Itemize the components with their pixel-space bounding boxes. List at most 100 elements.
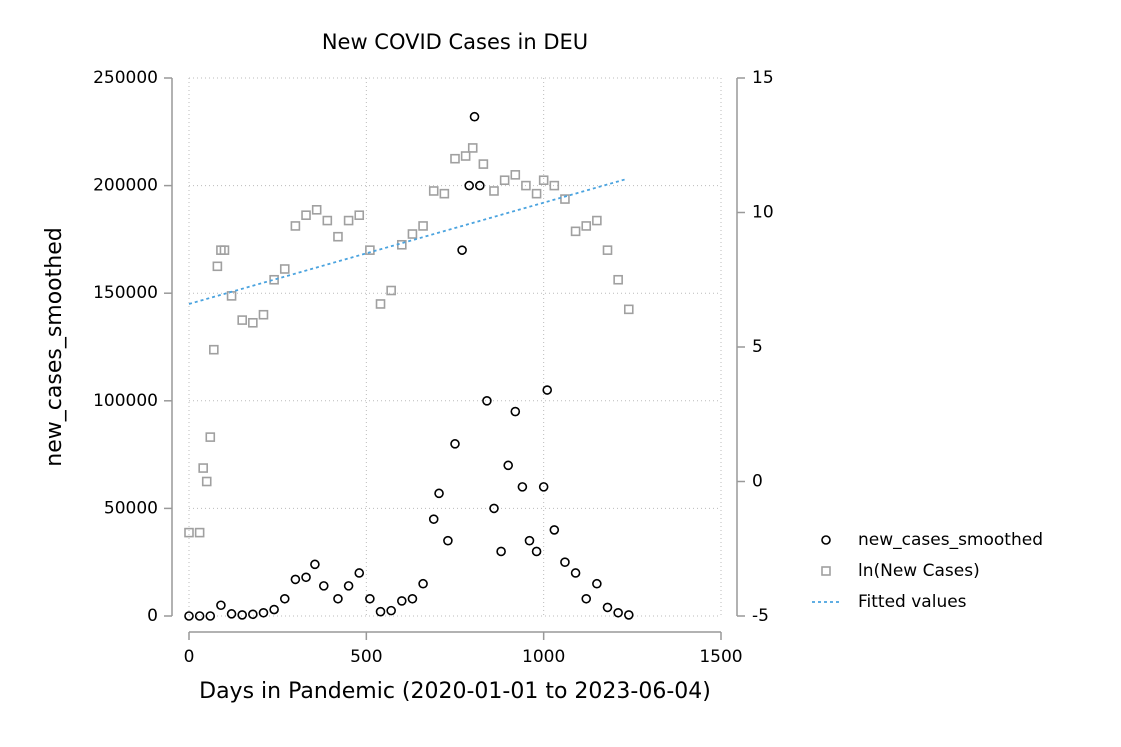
x-tick-label: 500 — [350, 647, 382, 667]
y2-tick-label: 5 — [752, 337, 763, 357]
point — [467, 143, 478, 153]
y-axis-title: new_cases_smoothed — [42, 227, 67, 466]
point — [613, 274, 623, 285]
y-tick-label: 200000 — [93, 176, 158, 196]
point — [386, 605, 396, 616]
y-tick-label: 250000 — [93, 68, 158, 88]
point — [194, 611, 205, 621]
point — [375, 606, 386, 617]
y-tick-label: 0 — [147, 606, 158, 626]
point — [581, 221, 592, 231]
point — [531, 546, 542, 557]
legend-label: Fitted values — [858, 592, 967, 612]
point — [407, 229, 418, 239]
point — [450, 153, 460, 164]
point — [343, 581, 354, 591]
point — [623, 304, 634, 315]
point — [457, 245, 467, 255]
point — [209, 344, 219, 355]
point — [521, 180, 531, 191]
point — [549, 180, 560, 191]
point — [290, 574, 301, 585]
y-tick-label: 50000 — [104, 498, 158, 518]
point — [258, 607, 269, 618]
x-axis-title: Days in Pandemic (2020-01-01 to 2023-06-… — [199, 679, 711, 704]
x-tick-label: 1000 — [522, 647, 565, 667]
point — [428, 514, 439, 524]
point — [301, 210, 311, 220]
point — [311, 205, 322, 215]
point — [538, 175, 549, 186]
point — [301, 572, 311, 583]
point — [205, 432, 216, 442]
point — [581, 593, 592, 604]
point — [570, 226, 581, 237]
point — [510, 406, 521, 417]
point — [450, 439, 460, 449]
point — [418, 221, 428, 231]
x-tick-label: 0 — [184, 647, 195, 667]
y2-tick-label: 0 — [752, 472, 763, 492]
point — [343, 215, 354, 226]
legend-swatch — [821, 566, 831, 576]
point — [475, 180, 485, 191]
y2-tick-label: -5 — [752, 606, 769, 626]
y-tick-label: 100000 — [93, 391, 158, 411]
point — [219, 245, 230, 255]
point — [570, 568, 581, 578]
point — [354, 210, 365, 220]
point — [602, 602, 613, 613]
y2-tick-label: 10 — [752, 203, 774, 223]
point — [194, 527, 205, 538]
point — [499, 175, 510, 186]
point — [489, 186, 499, 196]
point — [510, 170, 521, 180]
point — [310, 559, 320, 570]
point — [212, 261, 223, 272]
point — [269, 274, 279, 285]
point — [226, 291, 237, 301]
point — [216, 600, 226, 611]
point — [439, 188, 450, 199]
point — [602, 245, 613, 255]
point — [201, 476, 212, 487]
chart-title: New COVID Cases in DEU — [322, 30, 588, 54]
point — [460, 151, 471, 161]
point — [386, 285, 396, 296]
point — [365, 593, 375, 604]
point — [613, 607, 623, 618]
point — [531, 188, 542, 199]
point — [482, 395, 492, 406]
point — [418, 578, 428, 589]
point — [443, 535, 453, 546]
point — [469, 111, 480, 122]
point — [269, 604, 279, 615]
point — [503, 460, 514, 471]
point — [333, 231, 343, 242]
point — [396, 596, 407, 606]
point — [258, 309, 269, 320]
point — [279, 264, 290, 274]
x-tick-label: 1500 — [699, 647, 742, 667]
point — [489, 503, 499, 514]
point — [517, 482, 528, 492]
point — [560, 194, 570, 204]
point — [524, 535, 535, 546]
point — [496, 546, 506, 557]
y-tick-label: 150000 — [93, 283, 158, 303]
point — [354, 568, 365, 578]
point — [464, 180, 474, 191]
point — [322, 215, 333, 226]
point — [542, 385, 553, 395]
point — [549, 525, 560, 535]
point — [592, 578, 602, 589]
point — [592, 215, 602, 226]
point — [198, 463, 208, 473]
legend-label: ln(New Cases) — [858, 561, 980, 581]
fitted-line — [188, 178, 628, 305]
point — [318, 581, 329, 591]
point — [478, 159, 489, 169]
point — [237, 315, 247, 325]
point — [248, 609, 258, 620]
